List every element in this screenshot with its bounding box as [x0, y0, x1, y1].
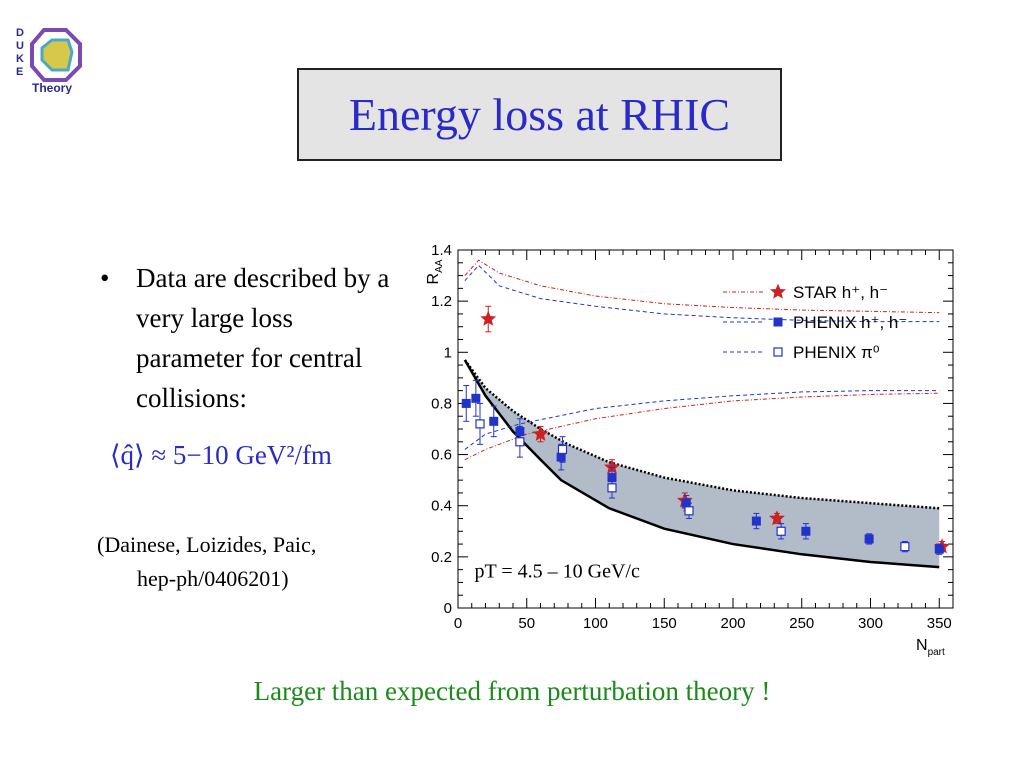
footer-conclusion: Larger than expected from perturbation t… — [253, 676, 771, 706]
citation: (Dainese, Loizides, Paic, hep-ph/0406201… — [97, 528, 407, 596]
logo-graphic: D U K E Theory — [16, 27, 82, 95]
legend-marker-open-square — [773, 347, 783, 357]
legend-marker-star — [770, 283, 786, 299]
data-point-square — [934, 544, 944, 554]
x-tick-label: 200 — [720, 615, 745, 632]
x-axis-label: Npart — [916, 637, 945, 658]
data-point-square — [864, 534, 874, 544]
data-point-open-square — [776, 526, 786, 536]
y-tick-label: 1.2 — [431, 293, 452, 310]
y-tick-label: 0.2 — [431, 549, 452, 566]
systematic-curve-3 — [464, 392, 940, 461]
data-point-square — [751, 516, 761, 526]
data-point-square — [461, 398, 471, 408]
raa-vs-npart-chart: 0 50 100 150 200 250 300 350 0 0.2 0.4 0.6 0.8 1 1.2 1.… — [425, 242, 954, 658]
legend-label: PHENIX h⁺, h⁻ — [793, 313, 907, 332]
legend-marker-square — [773, 317, 783, 327]
systematic-curve-4 — [464, 390, 940, 450]
citation-line-1: (Dainese, Loizides, Paic, — [97, 532, 317, 557]
logo-letter-e: E — [16, 66, 23, 78]
x-tick-label: 300 — [858, 615, 883, 632]
logo-inner — [40, 38, 74, 72]
data-point-open-square — [475, 419, 485, 429]
logo-theory-text: Theory — [32, 81, 72, 94]
y-tick-label: 0.6 — [431, 447, 452, 464]
bullet-text: Data are described by a very large loss … — [136, 263, 390, 413]
bullet-marker: • — [100, 263, 110, 293]
y-tick-label: 1 — [444, 344, 452, 361]
data-point-open-square — [607, 483, 617, 493]
slide-title: Energy loss at RHIC — [348, 89, 731, 140]
data-point-square — [489, 416, 499, 426]
data-point-square — [471, 393, 481, 403]
theory-band — [464, 359, 940, 568]
systematic-curve-2 — [464, 264, 940, 323]
band-lower-edge — [463, 359, 940, 569]
citation-line-2: hep-ph/0406201) — [137, 566, 289, 591]
data-point-open-square — [557, 444, 568, 455]
legend-label: PHENIX π⁰ — [793, 343, 880, 362]
data-point-open-square — [515, 437, 525, 447]
logo-letter-d: D — [16, 27, 24, 39]
duke-theory-logo: D U K E Theory — [14, 22, 100, 95]
data-point-open-square — [684, 506, 694, 516]
title-box: Energy loss at RHIC — [297, 68, 782, 161]
data-point-open-square — [900, 542, 910, 552]
data-point-star — [769, 510, 785, 526]
y-tick-label: 0.8 — [431, 395, 452, 412]
y-tick-label: 0 — [444, 600, 452, 617]
logo-octagon — [30, 28, 82, 82]
x-tick-label: 0 — [454, 615, 462, 632]
data-point-square — [556, 452, 566, 462]
data-point-square — [801, 526, 811, 536]
legend-label: STAR h⁺, h⁻ — [793, 283, 888, 302]
qhat-formula: ⟨q̂⟩ ≈ 5−10 GeV²/fm — [110, 440, 332, 470]
data-point-star — [480, 310, 497, 326]
x-tick-label: 250 — [789, 615, 814, 632]
data-point-star — [532, 425, 549, 441]
pt-annotation: pT = 4.5 – 10 GeV/c — [475, 560, 640, 582]
x-tick-label: 150 — [652, 615, 677, 632]
logo-letter-u: U — [16, 40, 24, 52]
y-tick-label: 1.4 — [431, 242, 452, 259]
x-tick-label: 50 — [518, 615, 535, 632]
x-tick-label: 350 — [927, 615, 952, 632]
band-upper-edge — [463, 359, 940, 510]
y-axis-label: RAA — [425, 259, 445, 284]
x-tick-label: 100 — [583, 615, 608, 632]
logo-letter-k: K — [16, 53, 24, 65]
y-tick-label: 0.4 — [431, 498, 452, 515]
